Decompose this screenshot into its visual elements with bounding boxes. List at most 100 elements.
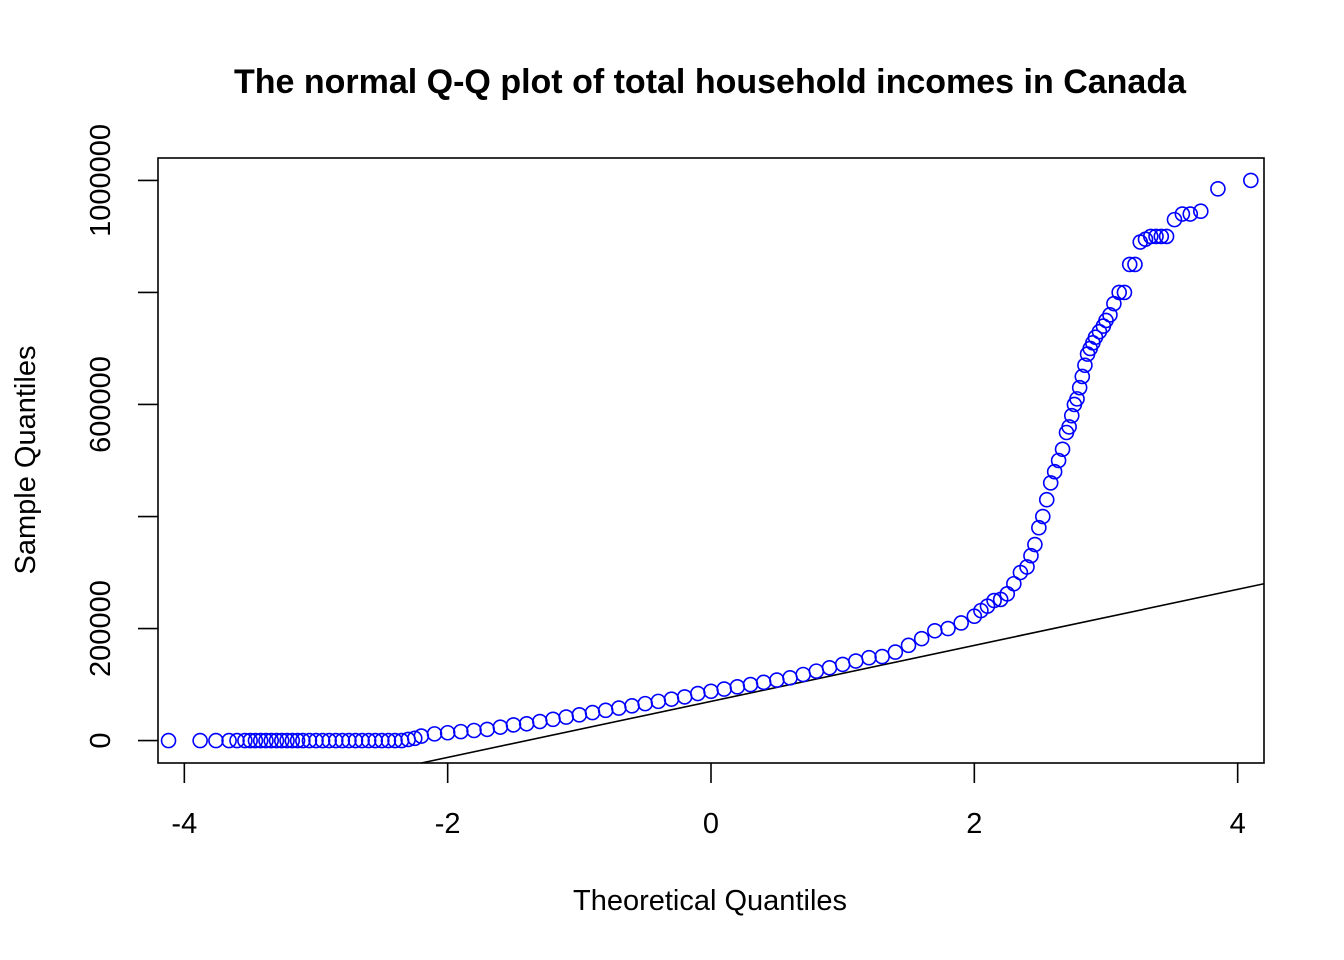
y-tick-label: 0: [85, 733, 117, 749]
data-point: [247, 732, 264, 749]
plot-frame: [157, 157, 1265, 764]
data-point: [900, 637, 917, 654]
data-point: [1046, 463, 1063, 480]
data-point: [532, 713, 548, 730]
x-tick-label: 4: [1230, 808, 1246, 840]
data-point: [263, 732, 280, 749]
y-tick-label: 1000000: [85, 124, 117, 237]
data-point: [663, 691, 680, 707]
data-point: [192, 732, 208, 749]
data-point: [341, 732, 357, 749]
data-point: [611, 700, 627, 716]
data-point: [1042, 475, 1059, 491]
data-point: [334, 732, 351, 749]
data-point: [1148, 228, 1164, 245]
data-point: [1193, 203, 1209, 220]
data-point: [1023, 547, 1039, 564]
data-point: [1061, 419, 1077, 435]
data-point: [160, 732, 177, 749]
data-point: [252, 732, 269, 749]
data-point: [380, 732, 397, 749]
data-point: [466, 722, 482, 739]
data-point: [505, 717, 522, 733]
data-point: [650, 693, 667, 710]
data-point: [1027, 536, 1043, 553]
data-point: [637, 695, 653, 712]
data-point: [1243, 172, 1259, 189]
data-point: [492, 719, 509, 735]
data-point: [1006, 575, 1022, 592]
x-axis: -4 -2 0 2 4: [171, 763, 1246, 840]
data-point: [795, 666, 811, 683]
data-point: [1019, 559, 1035, 575]
data-point: [834, 656, 851, 673]
data-point: [354, 732, 370, 749]
data-point: [1071, 379, 1088, 396]
data-point: [782, 670, 798, 686]
data-point: [314, 732, 331, 749]
data-point: [273, 732, 290, 749]
data-point: [1174, 206, 1191, 222]
data-point: [584, 704, 601, 721]
chart-title: The normal Q-Q plot of total household i…: [234, 63, 1187, 101]
data-point: [1074, 368, 1091, 385]
data-point: [289, 732, 306, 749]
data-point: [321, 732, 337, 749]
data-point: [848, 653, 864, 669]
data-point: [716, 681, 732, 697]
data-point: [571, 707, 588, 723]
data-point: [1077, 357, 1093, 374]
data-point: [913, 630, 930, 647]
data-point: [221, 732, 237, 749]
data-point: [755, 674, 772, 691]
data-point: [1158, 228, 1175, 245]
data-point: [374, 732, 390, 749]
data-point: [1153, 228, 1170, 245]
data-point: [479, 721, 495, 738]
data-point: [624, 698, 640, 714]
x-tick-label: 2: [966, 808, 982, 840]
y-axis: 0 200000 600000 1000000: [85, 124, 158, 749]
data-point: [558, 709, 574, 725]
data-point: [1054, 441, 1071, 458]
data-point: [690, 685, 706, 702]
data-point: [439, 724, 456, 741]
data-point: [453, 723, 469, 740]
data-point: [729, 679, 746, 695]
data-point: [861, 649, 877, 666]
data-point: [1121, 256, 1138, 273]
data-point: [308, 732, 324, 749]
data-point: [742, 676, 759, 693]
x-tick-label: 0: [703, 808, 719, 840]
data-point: [1069, 391, 1085, 407]
data-point: [279, 732, 295, 749]
data-point: [953, 615, 969, 631]
data-point: [347, 732, 364, 749]
data-point: [229, 732, 245, 749]
data-point: [1182, 206, 1199, 222]
data-point: [1166, 211, 1183, 228]
data-point: [545, 711, 561, 728]
data-point: [242, 732, 258, 749]
data-point: [1038, 491, 1055, 508]
data-point: [360, 732, 377, 749]
data-point: [769, 672, 785, 688]
x-axis-title: Theoretical Quantiles: [573, 885, 847, 917]
x-tick-label: -2: [435, 808, 461, 840]
y-tick-label: 600000: [85, 356, 117, 453]
data-point: [208, 732, 224, 749]
data-point: [1116, 284, 1133, 301]
data-point: [268, 732, 285, 749]
data-point: [1111, 284, 1127, 301]
data-point: [1050, 452, 1067, 469]
data-point: [940, 620, 956, 637]
data-point: [301, 732, 318, 749]
data-point: [1102, 307, 1118, 323]
data-point: [887, 644, 904, 660]
data-point: [258, 732, 274, 749]
data-point: [1210, 181, 1226, 197]
data-point: [1142, 228, 1159, 245]
data-point: [284, 732, 301, 749]
y-axis-title: Sample Quantiles: [10, 346, 42, 575]
